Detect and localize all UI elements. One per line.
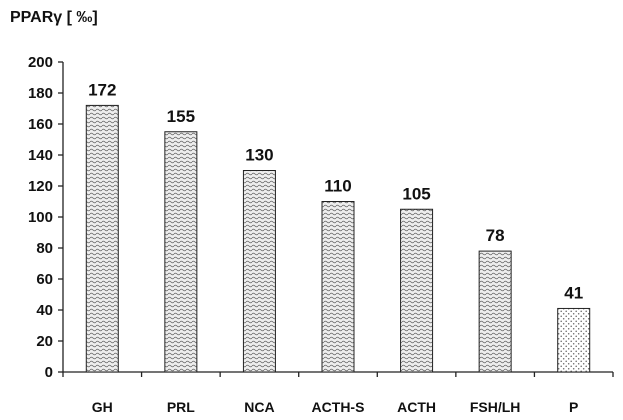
- x-tick-label: ACTH: [397, 399, 436, 415]
- data-label: 110: [324, 177, 351, 196]
- y-tick-label: 200: [28, 54, 53, 71]
- data-label: 41: [564, 283, 583, 302]
- y-tick-label: 160: [28, 116, 53, 133]
- y-tick-label: 100: [28, 209, 53, 226]
- bar: [242, 170, 276, 373]
- data-label: 78: [486, 226, 505, 245]
- bar: [478, 250, 512, 373]
- x-tick-label: ACTH-S: [312, 399, 365, 415]
- bar: [321, 201, 355, 373]
- bar: [164, 131, 198, 373]
- x-tick-label: FSH/LH: [470, 399, 521, 415]
- y-axis-title: PPARγ [ ‰]: [10, 9, 98, 26]
- x-tick-label: GH: [92, 399, 113, 415]
- y-tick-label: 20: [36, 333, 53, 350]
- y-tick-label: 180: [28, 85, 53, 102]
- y-tick-label: 80: [36, 240, 53, 257]
- data-labels: 172 155 130 110 105 78 41: [88, 80, 583, 302]
- y-tick-label: 0: [45, 364, 53, 381]
- y-tick-label: 40: [36, 302, 53, 319]
- data-label: 130: [245, 146, 273, 165]
- y-tick-label: 120: [28, 178, 53, 195]
- x-tick-label: P: [569, 399, 578, 415]
- y-tick-label: 140: [28, 147, 53, 164]
- x-tick-label: PRL: [167, 399, 195, 415]
- y-axis: 0 20 40 60 80 100 120 140 160 180 200: [28, 54, 64, 381]
- data-label: 155: [167, 107, 195, 126]
- data-label: 172: [88, 80, 116, 99]
- x-tick-label: NCA: [244, 399, 274, 415]
- bar: [557, 307, 591, 373]
- bar: [400, 208, 434, 373]
- y-tick-label: 60: [36, 271, 53, 288]
- bar: [85, 104, 119, 373]
- category-labels: GH PRL NCA ACTH-S ACTH FSH/LH P: [92, 399, 579, 415]
- data-label: 105: [402, 184, 430, 203]
- bars: [85, 104, 591, 373]
- x-axis: [62, 371, 614, 377]
